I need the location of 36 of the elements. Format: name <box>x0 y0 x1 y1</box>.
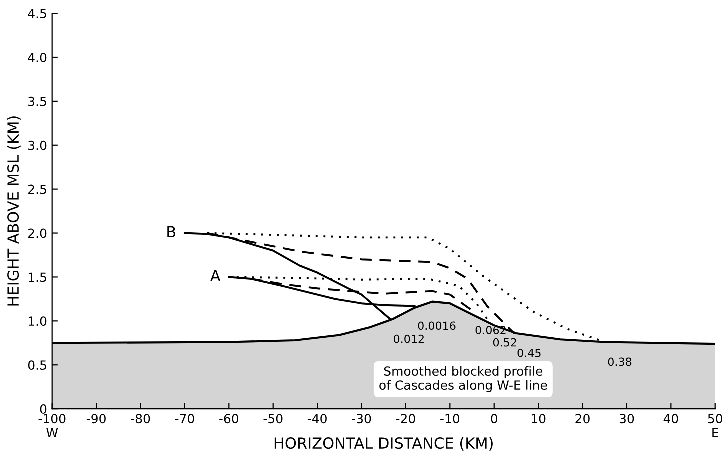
x-axis-title: HORIZONTAL DISTANCE (KM) <box>274 437 493 451</box>
x-tick-label: 20 <box>576 414 590 424</box>
annotation: B <box>168 226 176 238</box>
y-tick-label: 1.0 <box>28 316 47 326</box>
annotation: 0.012 <box>394 334 424 344</box>
x-tick-label: -70 <box>175 414 194 424</box>
annotation: 0.0016 <box>418 322 456 330</box>
y-tick-label: 3.5 <box>28 96 46 106</box>
x-tick-label: -20 <box>396 414 416 424</box>
x-tick-label: -80 <box>131 414 150 424</box>
y-tick-label: 4.0 <box>28 52 47 62</box>
x-tick-label: -40 <box>308 414 327 424</box>
y-tick-label: 1.5 <box>28 272 46 282</box>
x-tick-label: 0 <box>491 414 498 424</box>
annotation: 0.52 <box>493 338 516 347</box>
annotation: Smoothed blocked profile of Cascades along W-E line <box>380 366 548 392</box>
y-tick-label: 2.0 <box>28 228 47 238</box>
y-tick-label: 0 <box>40 404 47 414</box>
x-tick-label: -10 <box>440 414 460 424</box>
y-axis-title: HEIGHT ABOVE MSL (KM) <box>7 116 21 306</box>
y-tick-label: 4.5 <box>28 9 46 18</box>
x-tick-label: 40 <box>664 414 678 424</box>
x-tick-label: -90 <box>86 414 106 424</box>
x-tick-label: 50 E <box>708 414 722 438</box>
x-tick-label: -100 W <box>38 414 66 438</box>
annotation: 0.38 <box>608 358 632 366</box>
x-tick-label: -60 <box>220 414 239 424</box>
y-tick-label: 2.5 <box>28 184 46 194</box>
x-tick-label: 30 <box>620 414 634 424</box>
x-tick-label: -50 <box>264 414 283 424</box>
y-tick-label: 0.5 <box>28 360 46 370</box>
annotation: 0.45 <box>518 348 541 358</box>
x-tick-label: 10 <box>532 414 546 424</box>
x-tick-label: -30 <box>352 414 372 424</box>
annotation: A <box>210 270 221 282</box>
y-tick-label: 3.0 <box>28 140 47 150</box>
